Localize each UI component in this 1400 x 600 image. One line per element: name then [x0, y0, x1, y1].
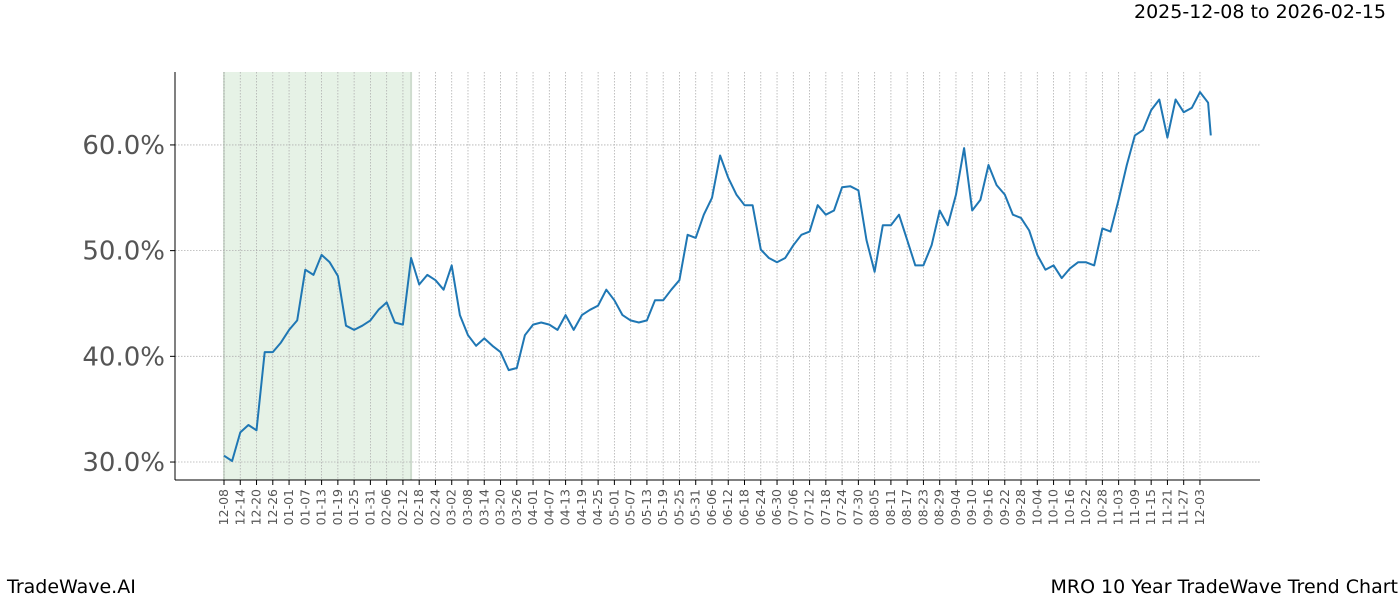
- x-tick-label: 09-28: [1013, 489, 1028, 525]
- x-tick-label: 07-12: [802, 489, 817, 525]
- x-tick-label: 10-10: [1046, 489, 1061, 525]
- x-tick-label: 04-13: [558, 489, 573, 525]
- x-tick-label: 03-14: [476, 489, 491, 525]
- date-range-title: 2025-12-08 to 2026-02-15: [1134, 1, 1386, 23]
- x-tick-label: 05-31: [688, 489, 703, 525]
- x-tick-label: 04-19: [574, 489, 589, 525]
- x-tick-label: 12-08: [216, 489, 231, 525]
- x-tick-label: 12-20: [249, 489, 264, 525]
- y-tick-label: 60.0%: [82, 131, 165, 161]
- y-tick-label: 50.0%: [82, 237, 165, 267]
- x-tick-label: 06-24: [753, 489, 768, 525]
- x-tick-label: 06-06: [704, 489, 719, 525]
- x-tick-label: 11-09: [1127, 489, 1142, 525]
- x-tick-label: 09-10: [964, 489, 979, 525]
- x-tick-label: 01-13: [314, 489, 329, 525]
- x-tick-label: 04-01: [525, 489, 540, 525]
- x-tick-label: 11-21: [1159, 489, 1174, 525]
- x-tick-label: 03-08: [460, 489, 475, 525]
- x-tick-label: 10-22: [1078, 489, 1093, 525]
- brand-label: TradeWave.AI: [7, 576, 136, 598]
- x-tick-label: 08-11: [883, 489, 898, 525]
- highlight-region: [224, 72, 412, 480]
- x-tick-label: 10-28: [1094, 489, 1109, 525]
- x-tick-label: 03-20: [493, 489, 508, 525]
- x-tick-label: 03-26: [509, 489, 524, 525]
- x-tick-label: 10-04: [1029, 489, 1044, 525]
- x-tick-label: 01-19: [330, 489, 345, 525]
- x-tick-label: 08-29: [932, 489, 947, 525]
- x-tick-label: 06-30: [769, 489, 784, 525]
- x-tick-label: 05-25: [671, 489, 686, 525]
- x-tick-label: 01-07: [297, 489, 312, 525]
- x-tick-label: 12-26: [265, 489, 280, 525]
- x-tick-label: 02-06: [379, 489, 394, 525]
- x-tick-label: 11-03: [1111, 489, 1126, 525]
- x-tick-label: 06-18: [737, 489, 752, 525]
- x-tick-label: 07-18: [818, 489, 833, 525]
- x-tick-label: 04-07: [541, 489, 556, 525]
- x-tick-label: 06-12: [720, 489, 735, 525]
- chart-name-label: MRO 10 Year TradeWave Trend Chart: [1050, 576, 1398, 598]
- x-tick-label: 01-25: [346, 489, 361, 525]
- y-tick-label: 40.0%: [82, 342, 165, 372]
- x-tick-label: 07-06: [785, 489, 800, 525]
- x-tick-label: 12-14: [232, 489, 247, 525]
- x-tick-label: 08-17: [899, 489, 914, 525]
- x-tick-label: 02-24: [427, 489, 442, 525]
- x-tick-label: 10-16: [1062, 489, 1077, 525]
- x-tick-label: 07-24: [834, 489, 849, 525]
- x-tick-label: 09-04: [948, 489, 963, 525]
- x-tick-label: 03-02: [444, 489, 459, 525]
- x-tick-label: 01-01: [281, 489, 296, 525]
- x-tick-label: 11-15: [1143, 489, 1158, 525]
- x-tick-label: 09-16: [981, 489, 996, 525]
- x-tick-label: 11-27: [1176, 489, 1191, 525]
- x-tick-label: 05-01: [606, 489, 621, 525]
- x-tick-label: 05-07: [623, 489, 638, 525]
- y-tick-label: 30.0%: [82, 448, 165, 478]
- x-tick-label: 02-18: [411, 489, 426, 525]
- x-tick-label: 12-03: [1192, 489, 1207, 525]
- x-tick-label: 08-05: [867, 489, 882, 525]
- x-tick-label: 04-25: [590, 489, 605, 525]
- x-tick-label: 05-19: [655, 489, 670, 525]
- x-tick-label: 09-22: [997, 489, 1012, 525]
- x-tick-label: 08-23: [915, 489, 930, 525]
- x-tick-label: 01-31: [362, 489, 377, 525]
- x-tick-label: 07-30: [850, 489, 865, 525]
- x-tick-label: 05-13: [639, 489, 654, 525]
- x-tick-label: 02-12: [395, 489, 410, 525]
